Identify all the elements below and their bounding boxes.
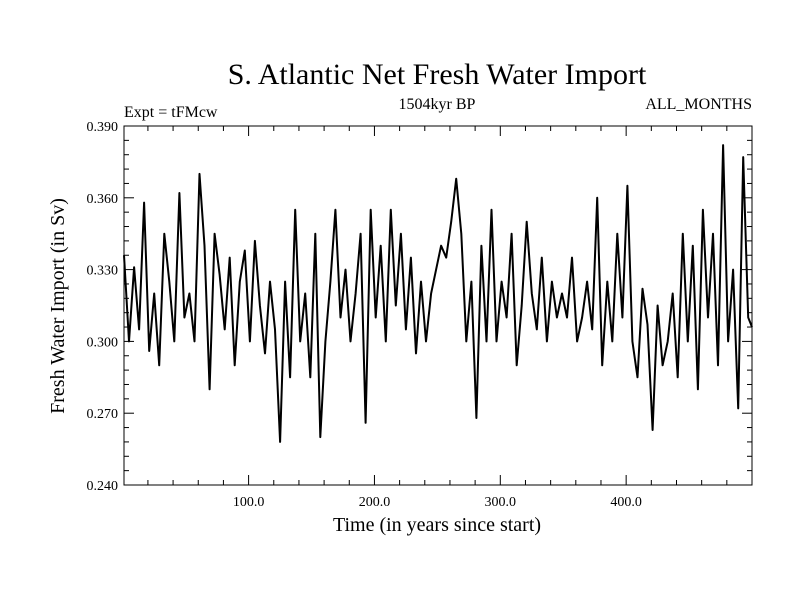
x-axis-tick-labels: 100.0 200.0 300.0 400.0 bbox=[233, 495, 642, 510]
y-tick-label: 0.270 bbox=[87, 407, 119, 422]
chart-subtitle-left: Expt = tFMcw bbox=[124, 104, 218, 121]
y-tick-label: 0.330 bbox=[87, 264, 119, 279]
y-tick-label: 0.300 bbox=[87, 335, 119, 350]
series-line bbox=[123, 144, 753, 443]
chart-subtitle-right: ALL_MONTHS bbox=[645, 96, 752, 113]
x-tick-label: 200.0 bbox=[359, 495, 391, 510]
x-tick-label: 400.0 bbox=[610, 495, 642, 510]
x-tick-label: 300.0 bbox=[485, 495, 517, 510]
y-tick-label: 0.360 bbox=[87, 192, 119, 207]
y-tick-label: 0.240 bbox=[87, 479, 119, 494]
plot-frame bbox=[123, 125, 753, 486]
y-axis-tick-labels: 0.240 0.270 0.300 0.330 0.360 0.390 bbox=[87, 120, 119, 494]
chart-subtitle-center: 1504kyr BP bbox=[399, 96, 476, 113]
x-axis-label: Time (in years since start) bbox=[333, 514, 541, 536]
y-axis-ticks bbox=[124, 125, 752, 486]
chart-title: S. Atlantic Net Fresh Water Import bbox=[228, 58, 647, 91]
y-tick-label: 0.390 bbox=[87, 120, 119, 135]
x-tick-label: 100.0 bbox=[233, 495, 265, 510]
y-axis-label: Fresh Water Import (in Sv) bbox=[47, 198, 69, 414]
x-axis-ticks bbox=[147, 126, 728, 485]
